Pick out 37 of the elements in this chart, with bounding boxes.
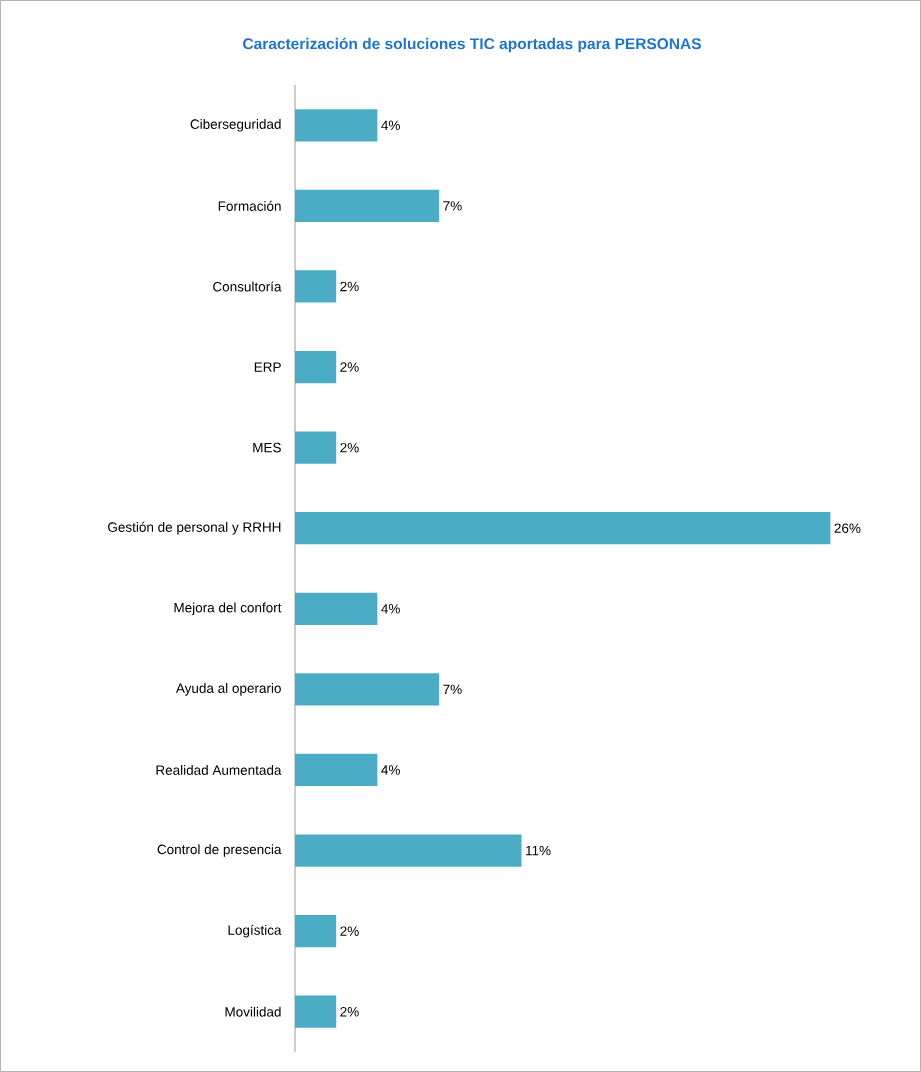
data-label: 7% <box>443 201 462 211</box>
data-label: 7% <box>443 684 462 695</box>
bar <box>295 592 378 625</box>
bar <box>295 995 337 1028</box>
y-tick-label: Logística <box>228 924 282 938</box>
bar <box>295 350 337 384</box>
y-tick-label: Control de presencia <box>157 844 282 857</box>
data-label: 2% <box>340 362 359 372</box>
data-label: 4% <box>381 765 400 775</box>
y-tick-label: Formación <box>218 200 281 211</box>
data-label: 2% <box>340 926 359 936</box>
y-tick-label: Mejora del confort <box>174 602 282 616</box>
bar <box>295 189 440 222</box>
y-tick-label: Movilidad <box>225 1006 281 1017</box>
bar <box>295 512 831 545</box>
bar <box>295 109 378 142</box>
bar <box>295 673 440 706</box>
y-tick-label: Ciberseguridad <box>190 119 281 132</box>
y-tick-label: MES <box>253 442 281 453</box>
bar <box>295 834 522 867</box>
data-label: 2% <box>340 1006 359 1017</box>
bar <box>295 915 337 948</box>
data-label: 4% <box>381 604 400 614</box>
y-tick-label: Consultoría <box>213 281 282 292</box>
y-tick-label: ERP <box>254 362 281 372</box>
data-label: 26% <box>834 523 861 533</box>
y-tick-label: Gestión de personal y RRHH <box>108 521 281 535</box>
bar <box>295 431 337 464</box>
bar <box>295 753 378 787</box>
data-label: 2% <box>340 442 359 453</box>
bar <box>295 270 337 303</box>
chart-title: Caracterización de soluciones TIC aportadas para PERSONAS <box>243 37 701 53</box>
data-label: 2% <box>340 281 359 292</box>
data-label: 4% <box>381 120 400 131</box>
y-tick-label: Realidad Aumentada <box>156 765 282 775</box>
y-tick-label: Ayuda al operario <box>175 683 281 696</box>
data-label: 11% <box>526 845 551 856</box>
